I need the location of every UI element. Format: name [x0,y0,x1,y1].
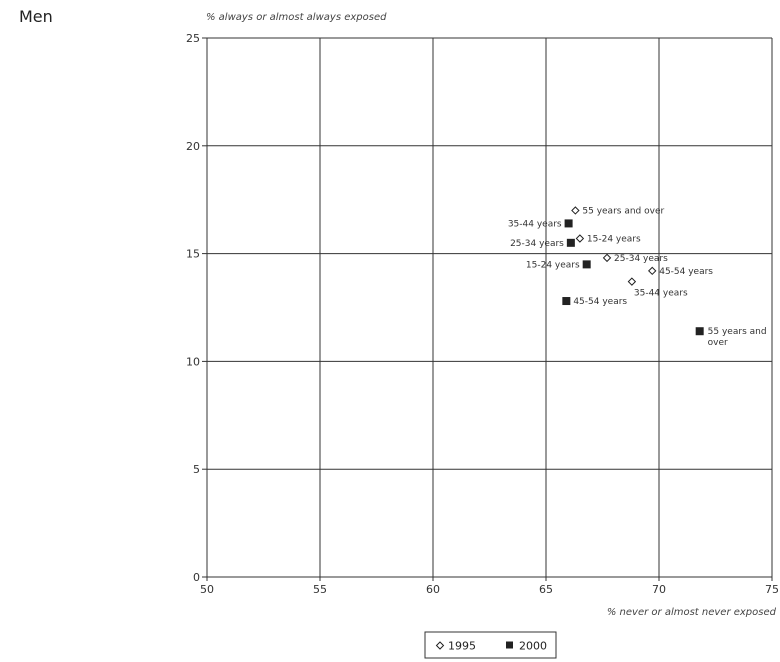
y-axis-title: % always or almost always exposed [206,12,387,23]
point-label-1995-3: 45-54 years [659,267,713,277]
point-label-1995-2: 25-34 years [614,254,668,264]
x-axis-title: % never or almost never exposed [607,607,777,618]
legend: 1995 2000 [424,631,557,659]
x-tick-label-75: 75 [765,583,779,596]
page-title: Men [19,7,53,26]
point-label-1995-1: 15-24 years [587,235,641,245]
legend-label-1995: 1995 [448,640,476,653]
point-label-2000-1: 25-34 years [510,239,564,249]
point-label-2000-0: 35-44 years [508,219,562,229]
grid-lines [207,37,773,577]
x-tick-label-65: 65 [539,583,553,596]
point-2000-0 [564,219,573,228]
point-label-1995-0: 55 years and over [582,206,664,216]
legend-label-2000: 2000 [519,640,547,653]
data-points: 55 years and over 15-24 years 25-34 years 4… [508,206,767,348]
point-1995-2 [602,253,612,263]
x-tick-label-55: 55 [313,583,327,596]
legend-box [424,631,557,659]
point-2000-1 [566,238,575,247]
point-label-1995-4: 35-44 years [634,289,688,299]
x-tick-label-70: 70 [652,583,666,596]
point-1995-0 [571,206,580,215]
point-label-2000-4: 55 years and over [708,327,767,348]
point-2000-2 [582,260,591,269]
point-2000-4 [695,327,704,336]
y-tick-label-5: 5 [193,463,200,476]
point-1995-3 [648,266,657,276]
x-tick-label-60: 60 [426,583,440,596]
point-label-2000-2: 15-24 years [526,260,580,270]
legend-marker-2000 [506,641,513,649]
x-tick-label-50: 50 [200,583,214,596]
legend-marker-1995 [435,641,445,650]
y-tick-label-20: 20 [186,140,200,153]
tick-labels: 0 5 10 15 20 25 50 55 60 65 70 75 [186,32,779,596]
y-tick-label-25: 25 [186,32,200,45]
y-tick-label-15: 15 [186,248,200,261]
point-label-2000-3: 45-54 years [573,297,627,307]
axes [202,37,773,581]
y-tick-label-0: 0 [193,571,200,584]
point-2000-3 [562,297,571,306]
point-1995-4 [627,277,637,286]
point-1995-1 [575,234,585,243]
y-tick-label-10: 10 [186,355,200,368]
